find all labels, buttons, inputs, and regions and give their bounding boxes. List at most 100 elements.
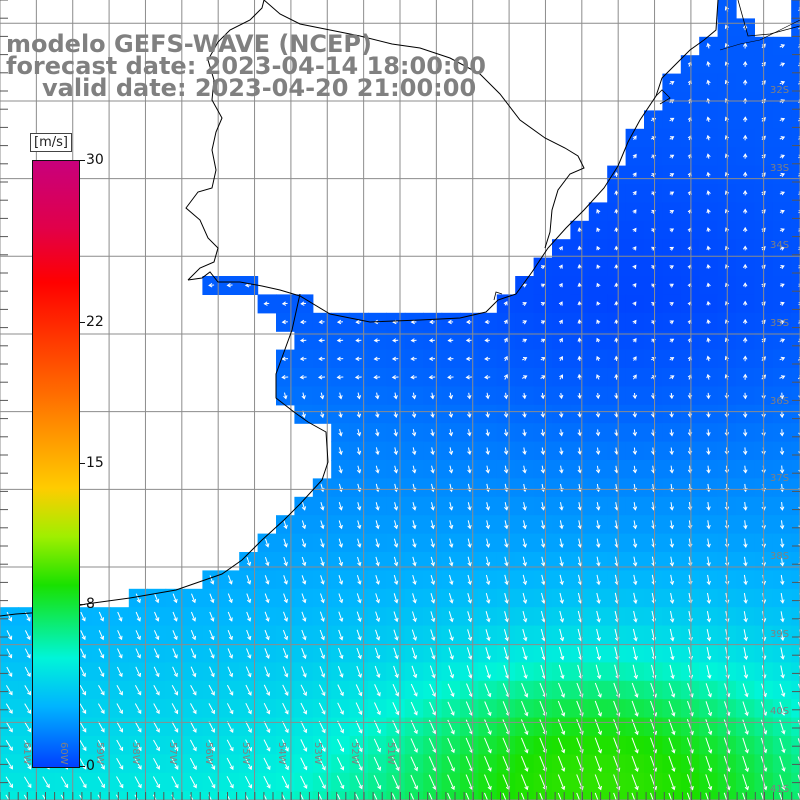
longitude-label: 51W [385, 742, 396, 765]
field-cell [791, 36, 800, 56]
wind-arrow-head [779, 395, 785, 400]
wind-arrow [393, 574, 398, 585]
wind-arrow-head [725, 282, 730, 287]
wind-arrow [633, 610, 637, 622]
wind-arrow-head [706, 153, 711, 158]
wind-arrow-head [321, 691, 326, 697]
wind-arrow-head [467, 562, 472, 567]
wind-arrow-head [632, 209, 637, 214]
wind-arrow-head [522, 338, 528, 343]
wind-arrow [578, 465, 581, 473]
wind-arrow [631, 700, 638, 717]
wind-arrow-head [81, 654, 86, 659]
wind-arrow-head [651, 117, 657, 122]
wind-arrow-head [338, 395, 343, 400]
wind-arrow-head [8, 728, 13, 733]
wind-arrow [264, 593, 269, 603]
wind-arrow-head [320, 598, 325, 604]
field-cell [588, 791, 608, 800]
wind-arrow [465, 792, 470, 800]
wind-arrow [615, 429, 618, 436]
wind-arrow-head [779, 469, 785, 474]
wind-arrow [577, 628, 582, 641]
wind-arrow-head [780, 338, 786, 343]
wind-arrow-head [634, 712, 639, 717]
wind-arrow-head [373, 374, 378, 380]
wind-arrow-head [449, 580, 454, 586]
wind-arrow-head [559, 506, 564, 511]
wind-arrow-head [632, 543, 638, 548]
wind-arrow [522, 574, 527, 585]
wind-arrow-head [375, 450, 380, 456]
wind-arrow-head [524, 712, 529, 717]
wind-arrow [24, 648, 31, 658]
wind-arrow [707, 483, 710, 492]
wind-arrow [578, 447, 581, 455]
wind-arrow-head [780, 283, 785, 288]
field-cell [791, 570, 800, 590]
wind-arrow-head [559, 413, 564, 418]
wind-arrow-head [761, 172, 766, 177]
wind-arrow [687, 700, 693, 716]
colorbar [32, 160, 80, 768]
wind-arrow-head [577, 524, 583, 530]
wind-arrow [301, 520, 306, 529]
field-cell [791, 423, 800, 443]
wind-arrow-head [523, 674, 528, 680]
wind-arrow [798, 211, 800, 214]
wind-arrow [264, 629, 270, 640]
wind-arrow [116, 666, 123, 677]
wind-arrow-head [577, 300, 582, 306]
wind-arrow-head [447, 374, 452, 380]
wind-arrow-head [247, 673, 252, 678]
wind-arrow-head [357, 599, 362, 604]
wind-arrow-head [391, 374, 397, 380]
wind-arrow-head [614, 264, 619, 269]
wind-arrow [208, 684, 215, 696]
wind-arrow [560, 483, 563, 492]
wind-arrow [410, 774, 418, 790]
field-cell [18, 791, 38, 800]
wind-arrow [594, 755, 602, 772]
wind-arrow-head [706, 208, 711, 214]
wind-arrow [300, 775, 308, 789]
wind-arrow [631, 774, 639, 790]
wind-arrow-head [577, 394, 582, 400]
wind-arrow-head [670, 637, 675, 642]
wind-arrow-head [579, 712, 584, 717]
wind-arrow [338, 520, 343, 529]
field-cell [423, 791, 443, 800]
wind-arrow-head [596, 506, 601, 511]
field-cell [791, 699, 800, 719]
wind-arrow [577, 592, 582, 604]
field-cell [220, 791, 240, 800]
wind-arrow-head [336, 319, 342, 325]
wind-arrow-head [669, 432, 674, 437]
wind-arrow [594, 792, 599, 800]
wind-arrow-head [340, 747, 345, 753]
wind-arrow-head [670, 693, 676, 698]
wind-arrow [375, 593, 380, 603]
wind-arrow-head [559, 355, 563, 361]
wind-arrow [357, 465, 361, 473]
field-cell [607, 791, 627, 800]
wind-arrow [467, 520, 471, 529]
wind-arrow-head [412, 617, 417, 623]
wind-arrow-head [155, 746, 160, 752]
wind-arrow-head [761, 636, 767, 642]
wind-arrow [410, 701, 418, 715]
wind-arrow [705, 683, 712, 697]
wind-arrow-head [706, 506, 711, 511]
wind-arrow [24, 758, 32, 770]
wind-arrow [522, 556, 526, 566]
wind-arrow [541, 538, 545, 548]
wind-arrow-head [318, 338, 323, 343]
wind-arrow-head [375, 561, 380, 567]
field-cell [404, 791, 424, 800]
wind-arrow-head [412, 599, 417, 604]
field-cell [791, 552, 800, 571]
wind-arrow-head [338, 524, 343, 530]
wind-arrow [79, 794, 84, 800]
wind-arrow [429, 683, 436, 697]
coastline-path [185, 0, 265, 281]
